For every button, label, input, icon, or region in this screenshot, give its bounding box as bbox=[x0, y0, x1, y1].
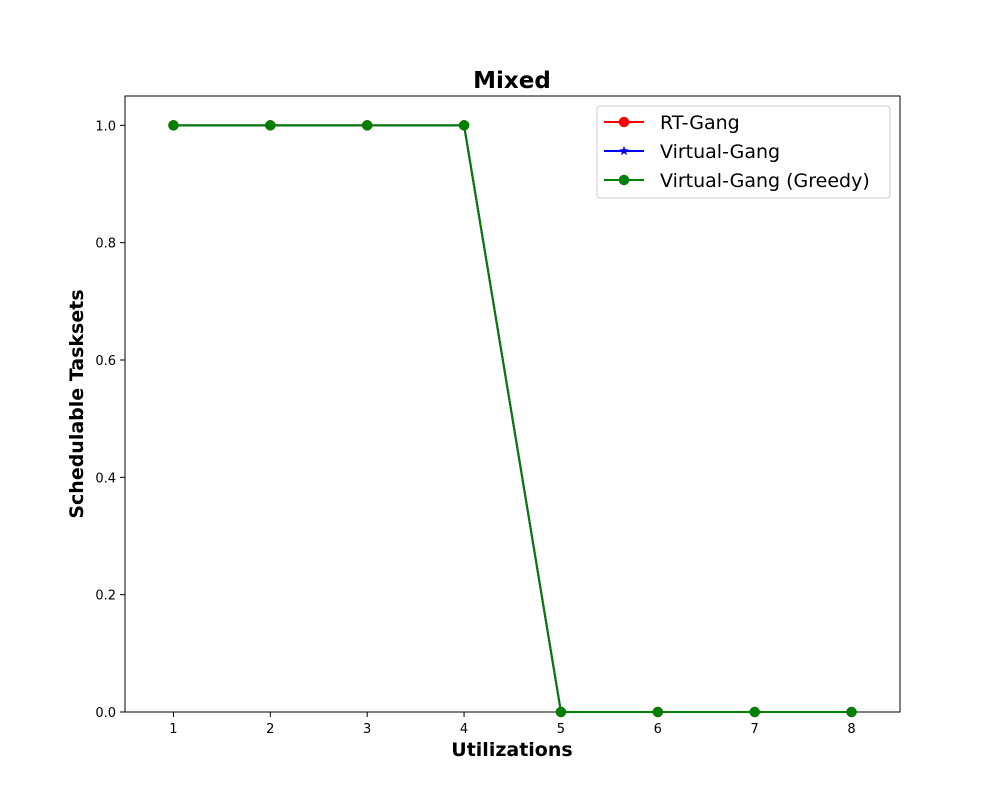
x-tick-label: 5 bbox=[557, 722, 565, 737]
x-tick-label: 2 bbox=[266, 722, 274, 737]
data-point bbox=[168, 120, 179, 131]
series-line bbox=[173, 124, 852, 713]
data-point bbox=[652, 706, 664, 718]
data-point bbox=[361, 120, 373, 131]
legend-marker bbox=[618, 174, 630, 186]
chart-title: Mixed bbox=[473, 68, 551, 94]
x-tick-label: 6 bbox=[654, 722, 662, 737]
y-tick-label: 0.8 bbox=[95, 237, 116, 252]
legend-marker bbox=[618, 116, 630, 128]
y-tick-label: 1.0 bbox=[95, 119, 116, 134]
series-virtual-gang-greedy bbox=[168, 120, 857, 718]
legend-marker bbox=[619, 145, 629, 156]
x-tick-label: 8 bbox=[847, 722, 855, 737]
y-tick-label: 0.2 bbox=[95, 589, 116, 604]
axis-ticks: 1 2 3 4 5 6 7 8 0.0 0.2 0.4 0.6 0.8 1.0 bbox=[95, 119, 855, 737]
x-tick-label: 7 bbox=[751, 722, 759, 737]
legend-label: RT-Gang bbox=[660, 112, 740, 134]
x-axis-label: Utilizations bbox=[451, 739, 572, 761]
data-point bbox=[749, 706, 760, 718]
x-tick-label: 4 bbox=[460, 722, 468, 737]
y-tick-label: 0.0 bbox=[95, 706, 116, 721]
plot-frame bbox=[124, 95, 901, 713]
legend-box bbox=[596, 105, 891, 199]
data-point bbox=[265, 120, 276, 131]
data-point bbox=[458, 120, 470, 131]
legend-entry: Virtual-Gang bbox=[604, 141, 780, 163]
legend-entry: Virtual-Gang (Greedy) bbox=[604, 170, 870, 192]
y-axis-label: Schedulable Tasksets bbox=[66, 289, 88, 518]
x-tick-label: 1 bbox=[169, 722, 177, 737]
series-layer bbox=[168, 120, 857, 718]
y-tick-label: 0.4 bbox=[95, 471, 116, 486]
legend-label: Virtual-Gang (Greedy) bbox=[660, 170, 870, 192]
legend: RT-Gang Virtual-Gang Virtual-Gang (Greedy) bbox=[596, 105, 891, 199]
y-tick-label: 0.6 bbox=[95, 354, 116, 369]
legend-label: Virtual-Gang bbox=[660, 141, 780, 163]
data-point bbox=[555, 706, 567, 718]
x-tick-label: 3 bbox=[363, 722, 371, 737]
legend-entry: RT-Gang bbox=[604, 112, 740, 134]
data-point bbox=[846, 706, 857, 718]
